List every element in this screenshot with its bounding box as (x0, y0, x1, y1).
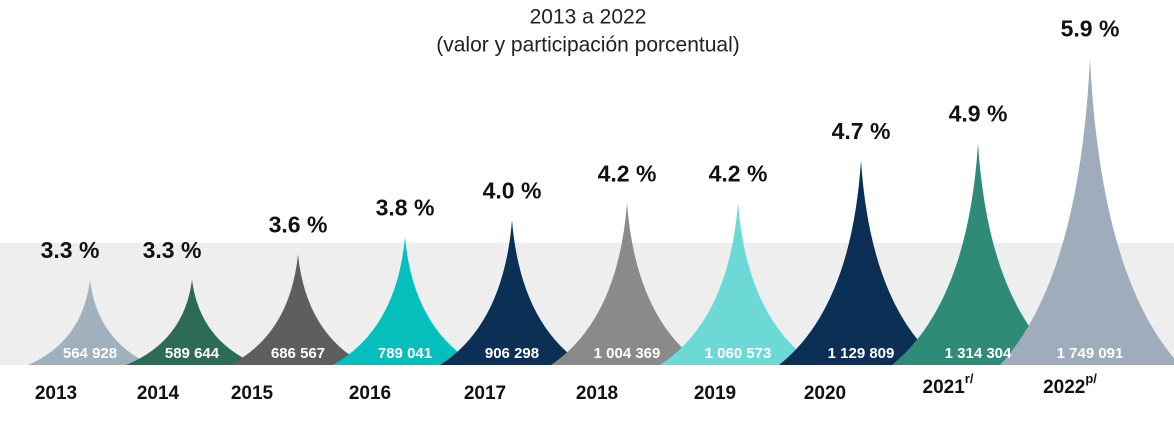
spike (660, 203, 816, 365)
x-tick-label: 2014 (137, 383, 180, 404)
amount-label: 1 004 369 (594, 345, 661, 362)
x-tick-label: 2017 (464, 383, 506, 404)
value-label: 3.6 % (269, 211, 328, 237)
year: 2021 (923, 377, 966, 398)
value-label: 3.3 % (143, 237, 202, 263)
value-label: 3.3 % (41, 237, 100, 263)
year: 2017 (464, 383, 506, 404)
year: 2016 (349, 383, 391, 404)
x-tick-label: 2016 (349, 383, 391, 404)
amount-label: 589 644 (165, 345, 220, 362)
x-tick-label: 2013 (35, 383, 77, 404)
value-label: 4.7 % (832, 118, 891, 144)
x-tick-label: 2018 (576, 383, 618, 404)
amount-label: 1 314 304 (945, 345, 1012, 362)
spike (551, 203, 703, 365)
amount-label: 686 567 (271, 345, 325, 362)
value-label: 4.2 % (709, 160, 768, 186)
x-tick-label: 2022p/ (1043, 371, 1097, 398)
year: 2014 (137, 383, 180, 404)
amount-label: 789 041 (378, 345, 432, 362)
spike (892, 143, 1064, 365)
spike (333, 237, 477, 365)
value-label: 4.2 % (598, 160, 657, 186)
year: 2019 (694, 383, 736, 404)
spike (440, 220, 584, 365)
spike (1000, 58, 1174, 365)
x-tick-label: 2015 (231, 383, 274, 404)
year: 2022 (1043, 377, 1085, 398)
year: 2013 (35, 383, 77, 404)
spike (779, 160, 943, 365)
chart-subtitle: (valor y participación porcentual) (436, 34, 739, 57)
value-label: 4.0 % (483, 177, 542, 203)
amount-label: 1 060 573 (705, 345, 772, 362)
spike (28, 279, 152, 365)
year-note: p/ (1085, 371, 1097, 386)
chart-title: 2013 a 2022 (530, 6, 647, 29)
year: 2018 (576, 383, 618, 404)
year: 2015 (231, 383, 274, 404)
spike (126, 279, 258, 365)
x-tick-label: 2019 (694, 383, 736, 404)
amount-label: 906 298 (485, 345, 539, 362)
year: 2020 (804, 383, 846, 404)
year-note: r/ (965, 371, 974, 386)
value-label: 3.8 % (376, 194, 435, 220)
x-tick-label: 2020 (804, 383, 846, 404)
amount-label: 1 749 091 (1057, 345, 1124, 362)
amount-label: 564 928 (63, 345, 117, 362)
spike (230, 254, 366, 365)
x-tick-label: 2021r/ (923, 371, 974, 398)
value-label: 4.9 % (949, 101, 1008, 127)
amount-label: 1 129 809 (828, 345, 895, 362)
value-label: 5.9 % (1061, 16, 1120, 42)
